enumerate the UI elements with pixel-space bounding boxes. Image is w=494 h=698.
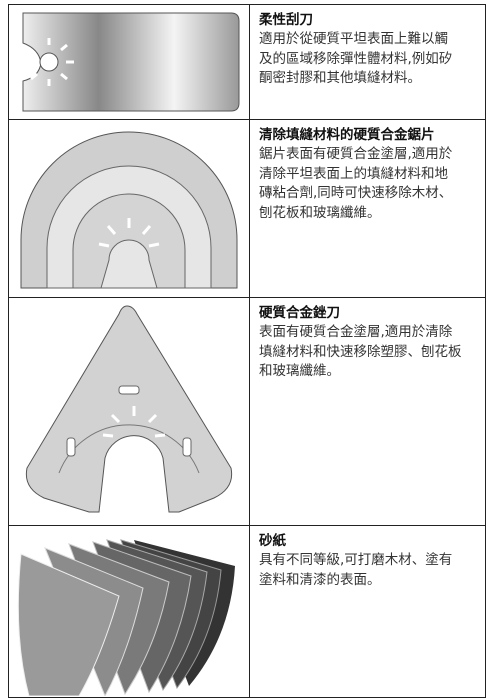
item-description: 表面有硬質合金塗層,適用於清除: [259, 324, 453, 340]
item-title: 清除填縫材料的硬質合金鋸片: [259, 127, 435, 143]
image-cell: [8, 119, 250, 298]
item-description: 清除平坦表面上的填縫材料和地: [259, 165, 448, 182]
product-table: 柔性刮刀適用於從硬質平坦表面上難以觸 及的區域移除彈性體材料,例如矽 酮密封膠和其他…: [8, 4, 486, 698]
item-title: 柔性刮刀: [259, 12, 313, 28]
sandpaper-image: [17, 539, 235, 696]
item-description: 塗料和清漆的表面。: [259, 571, 381, 588]
item-description: 填縫材料和快速移除塑膠、刨花板: [259, 343, 462, 360]
item-title: 硬質合金銼刀: [259, 305, 340, 321]
scraper-image: [22, 12, 240, 112]
item-description: 鋸片表面有硬質合金塗層,適用於: [259, 146, 453, 162]
image-cell: [8, 4, 250, 120]
item-description: 及的區域移除彈性體材料,例如矽: [259, 50, 453, 67]
item-description: 適用於從硬質平坦表面上難以觸: [259, 31, 448, 47]
text-cell: 砂紙具有不同等級,可打磨木材、塗有 塗料和清漆的表面。: [249, 525, 486, 698]
text-cell: 柔性刮刀適用於從硬質平坦表面上難以觸 及的區域移除彈性體材料,例如矽 酮密封膠和其他…: [249, 4, 486, 120]
item-description: 刨花板和玻璃纖維。: [259, 204, 381, 221]
item-description: 酮密封膠和其他填縫材料。: [259, 70, 421, 86]
item-title: 砂紙: [259, 533, 286, 549]
text-cell: 硬質合金銼刀表面有硬質合金塗層,適用於清除 填縫材料和快速移除塑膠、刨花板 和玻璃纖…: [249, 297, 486, 526]
saw-blade-image: [20, 131, 238, 289]
rasp-image: [25, 305, 233, 513]
item-description: 磚粘合劑,同時可快速移除木材、: [259, 185, 453, 201]
image-cell: [8, 297, 250, 526]
text-cell: 清除填縫材料的硬質合金鋸片鋸片表面有硬質合金塗層,適用於 清除平坦表面上的填縫材料…: [249, 119, 486, 298]
image-cell: [8, 525, 250, 698]
item-description: 具有不同等級,可打磨木材、塗有: [259, 552, 453, 568]
item-description: 和玻璃纖維。: [259, 363, 340, 379]
